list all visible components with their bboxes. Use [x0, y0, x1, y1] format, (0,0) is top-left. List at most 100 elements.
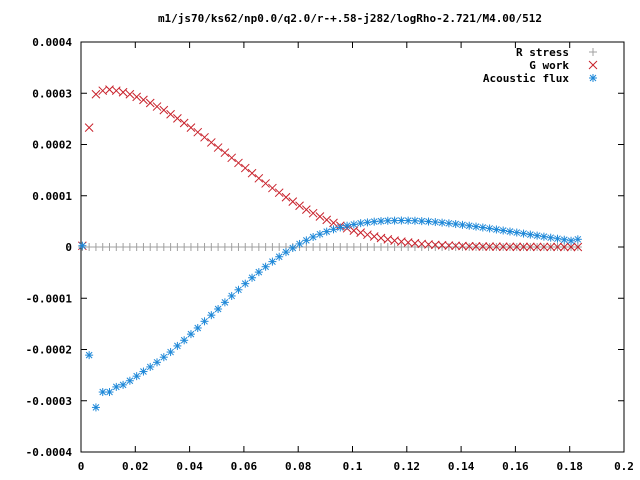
data-point — [254, 243, 263, 251]
data-point — [275, 252, 284, 261]
data-point — [410, 238, 420, 248]
data-point — [111, 86, 121, 96]
data-point — [383, 243, 392, 251]
data-point — [268, 257, 277, 266]
data-point — [159, 105, 169, 115]
y-tick-label: 0.0001 — [32, 190, 72, 203]
data-point — [153, 243, 162, 251]
data-point — [519, 229, 528, 238]
data-point — [214, 243, 223, 251]
data-point — [560, 235, 569, 244]
series-g-work — [78, 85, 583, 252]
data-point — [152, 102, 162, 111]
data-point — [444, 243, 453, 251]
data-point — [105, 243, 114, 251]
legend-marker — [589, 74, 597, 82]
x-tick-label: 0.08 — [285, 460, 312, 473]
x-tick-label: 0.16 — [502, 460, 529, 473]
data-point — [119, 380, 128, 389]
y-tick-label: 0 — [65, 241, 72, 254]
axes-group: 0 0.02 0.04 0.06 0.08 0.1 0.12 0.14 0.16 0.18 0.2 0… — [26, 36, 634, 473]
data-point — [349, 226, 359, 235]
data-point — [499, 226, 508, 235]
data-point — [315, 212, 325, 221]
data-point — [186, 123, 196, 132]
data-point — [78, 241, 87, 250]
data-point — [390, 216, 399, 225]
y-tick-label: -0.0001 — [26, 292, 73, 305]
data-point — [539, 242, 549, 252]
data-point — [268, 183, 277, 193]
legend-label: R stress — [516, 46, 569, 59]
legend-marker — [588, 60, 598, 70]
data-point — [451, 241, 461, 251]
data-point — [410, 216, 419, 225]
data-point — [438, 218, 447, 227]
data-point — [268, 243, 277, 251]
data-point — [430, 240, 440, 250]
data-point — [132, 92, 142, 102]
data-point — [417, 239, 427, 249]
data-point — [417, 217, 426, 226]
data-point — [356, 219, 365, 228]
data-point — [301, 205, 311, 214]
data-point — [281, 248, 290, 257]
data-point — [240, 163, 250, 173]
data-point — [458, 220, 467, 229]
x-tick-label: 0.06 — [231, 460, 258, 473]
chart-title: m1/js70/ks62/np0.0/q2.0/r-+.58-j282/logR… — [158, 12, 542, 25]
data-point — [546, 233, 555, 242]
data-point — [193, 127, 203, 137]
data-point — [193, 323, 202, 332]
data-point — [397, 243, 406, 251]
data-point — [112, 382, 121, 391]
data-point — [343, 243, 352, 251]
data-point — [125, 376, 134, 385]
data-point — [186, 330, 195, 339]
data-point — [91, 89, 101, 99]
data-point — [234, 158, 243, 168]
data-point — [254, 173, 264, 183]
data-point — [241, 243, 250, 251]
data-point — [369, 232, 379, 241]
data-point — [329, 225, 338, 234]
data-point — [186, 243, 195, 251]
data-point — [179, 118, 189, 128]
x-tick-label: 0.1 — [343, 460, 363, 473]
data-point — [200, 132, 209, 142]
data-point — [234, 243, 243, 251]
data-point — [159, 353, 168, 362]
data-point — [119, 243, 128, 251]
data-point — [553, 242, 562, 252]
data-point — [485, 224, 494, 233]
data-point — [485, 242, 494, 251]
data-marks — [78, 85, 583, 412]
data-point — [451, 220, 460, 229]
data-point — [85, 243, 94, 251]
data-point — [112, 243, 121, 251]
y-tick-label: -0.0003 — [26, 395, 72, 408]
data-point — [336, 223, 345, 232]
data-point — [492, 242, 501, 252]
data-point — [85, 351, 94, 360]
data-point — [404, 216, 413, 225]
data-point — [437, 240, 447, 250]
data-point — [275, 243, 284, 251]
data-point — [180, 336, 189, 345]
data-point — [322, 243, 331, 251]
data-point — [200, 243, 209, 251]
data-point — [295, 239, 304, 248]
data-point — [525, 242, 535, 252]
data-point — [465, 243, 474, 251]
data-point — [193, 243, 202, 251]
data-point — [438, 243, 447, 251]
data-point — [336, 243, 345, 251]
y-tick-label: 0.0002 — [32, 139, 72, 152]
data-point — [376, 233, 386, 243]
data-point — [329, 218, 338, 228]
data-point — [498, 242, 508, 252]
data-point — [159, 243, 168, 251]
data-point — [363, 218, 372, 227]
data-point — [91, 243, 100, 251]
